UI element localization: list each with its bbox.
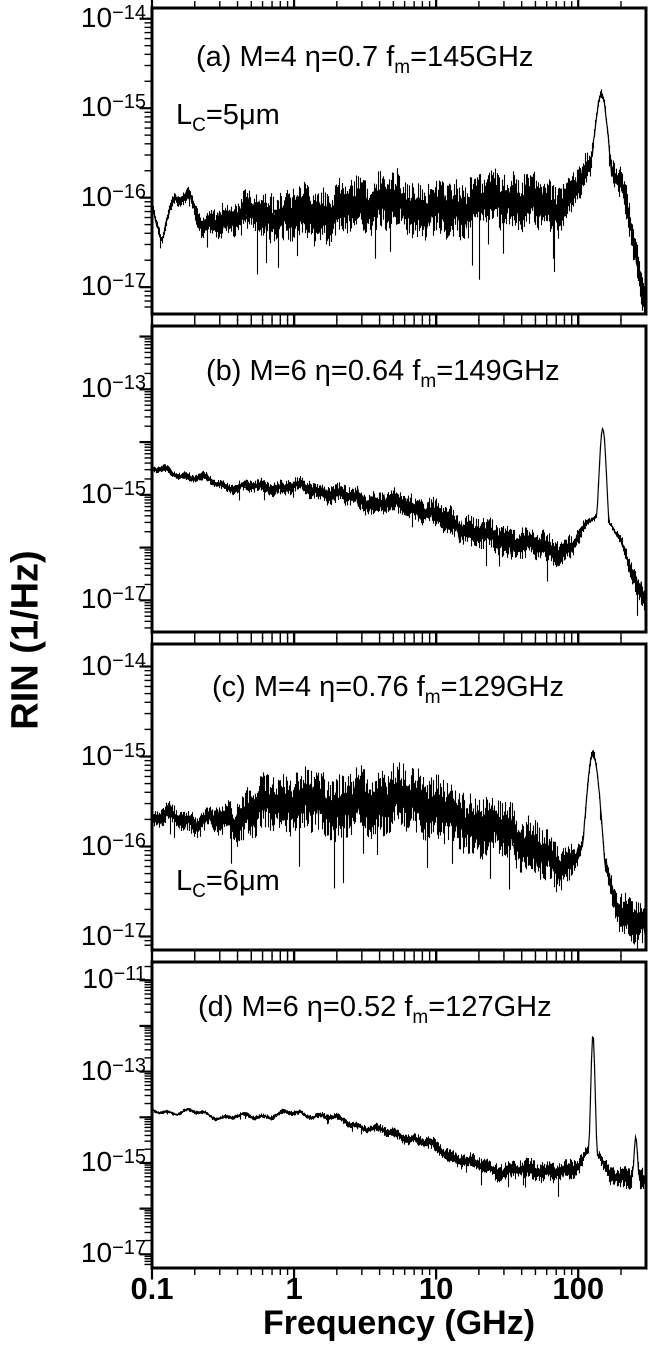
x-axis-title: Frequency (GHz) <box>262 1304 536 1342</box>
y-axis-title: RIN (1/Hz) <box>4 550 47 730</box>
